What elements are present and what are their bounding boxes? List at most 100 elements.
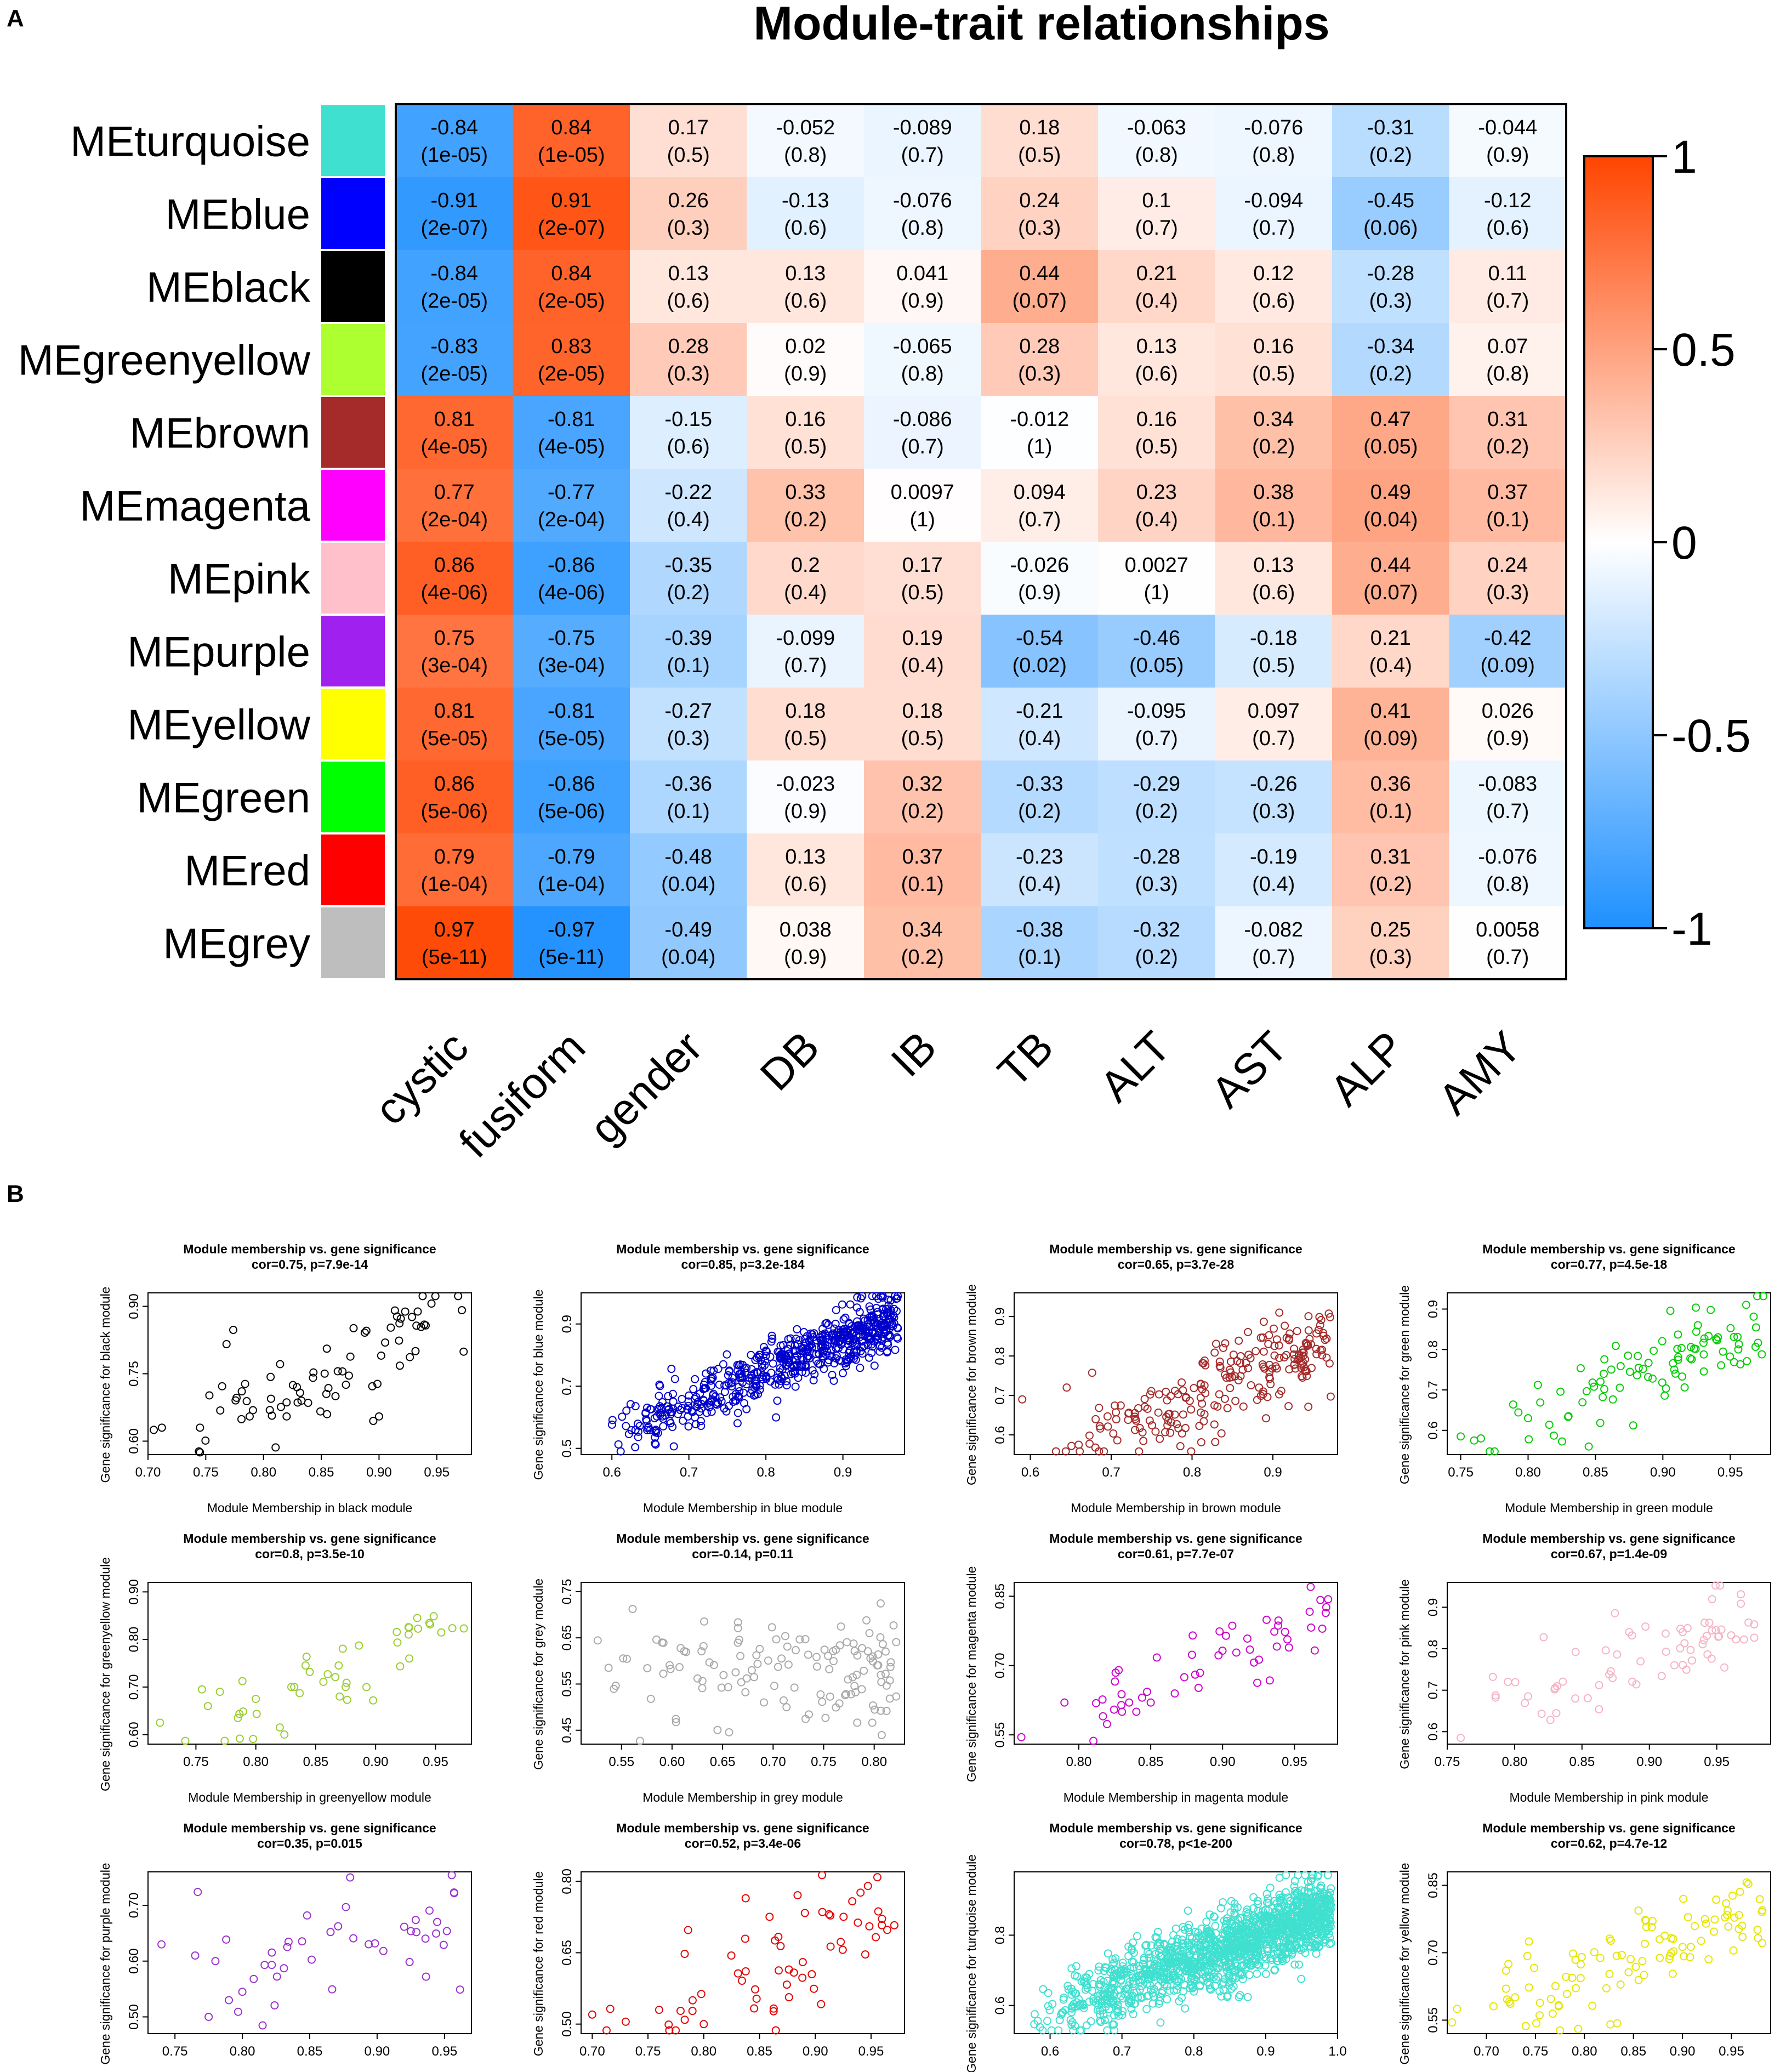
data-point bbox=[725, 1728, 733, 1736]
scatter-plot: Module membership vs. gene significancec… bbox=[964, 1242, 1338, 1515]
data-point bbox=[835, 1699, 844, 1708]
data-point bbox=[1100, 1447, 1108, 1456]
x-tick-label: 0.90 bbox=[1670, 2044, 1696, 2059]
data-point bbox=[1017, 1733, 1026, 1741]
data-point bbox=[1606, 1667, 1615, 1676]
heatmap-cell bbox=[1449, 615, 1567, 688]
data-point bbox=[1225, 1981, 1233, 1990]
cell-pvalue: (0.3) bbox=[1369, 946, 1412, 969]
data-point bbox=[1178, 1429, 1186, 1438]
data-point bbox=[1262, 1615, 1271, 1624]
x-tick-label: 0.90 bbox=[1210, 1755, 1236, 1769]
heatmap-cell bbox=[1098, 760, 1216, 834]
cell-pvalue: (0.2) bbox=[1369, 362, 1412, 385]
module-color-swatch bbox=[321, 543, 385, 614]
data-point bbox=[393, 1638, 402, 1647]
y-tick-label: 0.85 bbox=[1426, 1872, 1441, 1898]
data-point bbox=[1319, 1331, 1328, 1340]
data-point bbox=[1151, 1427, 1160, 1436]
cell-pvalue: (0.5) bbox=[1135, 435, 1178, 458]
x-tick-label: 0.80 bbox=[1515, 1465, 1541, 1480]
cell-pvalue: (0.5) bbox=[1252, 362, 1295, 385]
data-point bbox=[868, 1718, 877, 1727]
data-point bbox=[878, 1921, 886, 1929]
data-point bbox=[1262, 1917, 1271, 1926]
x-tick-label: 0.80 bbox=[251, 1465, 276, 1480]
data-point bbox=[431, 1292, 440, 1301]
data-point bbox=[1196, 1380, 1205, 1388]
data-point bbox=[752, 1994, 761, 2003]
data-point bbox=[1225, 1927, 1233, 1936]
data-point bbox=[303, 1911, 311, 1920]
y-tick-label: 0.6 bbox=[1426, 1723, 1441, 1741]
data-point bbox=[806, 1329, 815, 1338]
data-point bbox=[1091, 1415, 1100, 1423]
data-point bbox=[1270, 1324, 1278, 1333]
scatter-y-label: Gene significance for purple module bbox=[98, 1863, 112, 2064]
data-point bbox=[1134, 1404, 1142, 1412]
data-point bbox=[1509, 1400, 1517, 1409]
data-point bbox=[181, 1736, 190, 1745]
scatter-x-label: Module Membership in pink module bbox=[1509, 1790, 1708, 1804]
cell-pvalue: (5e-06) bbox=[421, 800, 488, 823]
data-point bbox=[1082, 2021, 1091, 2030]
data-point bbox=[301, 1661, 310, 1670]
heatmap-cell bbox=[864, 760, 982, 834]
data-point bbox=[1198, 1399, 1207, 1408]
data-point bbox=[1568, 1973, 1577, 1982]
data-point bbox=[776, 1376, 785, 1385]
data-point bbox=[1294, 1871, 1302, 1880]
heatmap-cell bbox=[630, 104, 748, 178]
data-point bbox=[1296, 1945, 1305, 1954]
data-point bbox=[838, 1300, 846, 1309]
cell-pvalue: (0.4) bbox=[901, 654, 944, 677]
data-point bbox=[1704, 1955, 1713, 1964]
x-tick-label: 0.85 bbox=[303, 1755, 329, 1769]
data-point bbox=[1281, 1627, 1289, 1636]
cell-pvalue: (2e-07) bbox=[421, 217, 488, 240]
data-point bbox=[752, 1377, 761, 1386]
cell-correlation: -0.84 bbox=[430, 116, 478, 139]
column-label: IB bbox=[881, 1022, 945, 1086]
data-point bbox=[1305, 1608, 1314, 1616]
data-point bbox=[1140, 1395, 1149, 1404]
heatmap-cell bbox=[513, 906, 630, 980]
data-point bbox=[1552, 1709, 1561, 1718]
data-point bbox=[1321, 1609, 1330, 1617]
data-point bbox=[817, 2000, 826, 2008]
cell-correlation: -0.49 bbox=[664, 918, 712, 941]
data-point bbox=[368, 1382, 377, 1390]
scatter-subtitle: cor=0.35, p=0.015 bbox=[257, 1836, 362, 1850]
data-point bbox=[606, 2005, 615, 2013]
data-point bbox=[1129, 1958, 1138, 1967]
panel-a-label: A bbox=[7, 5, 24, 32]
data-point bbox=[850, 1335, 858, 1344]
data-point bbox=[881, 1670, 890, 1678]
heatmap-cell bbox=[396, 250, 514, 323]
data-point bbox=[1221, 1339, 1230, 1348]
heatmap-cell bbox=[1449, 906, 1567, 980]
data-point bbox=[894, 1334, 902, 1343]
data-point bbox=[396, 1662, 405, 1671]
data-point bbox=[659, 1670, 668, 1678]
data-point bbox=[1187, 1405, 1196, 1414]
data-point bbox=[1230, 1899, 1239, 1908]
data-point bbox=[1641, 1939, 1650, 1948]
data-point bbox=[839, 1315, 848, 1324]
data-point bbox=[1751, 1323, 1760, 1332]
data-point bbox=[720, 1381, 729, 1390]
data-point bbox=[688, 1996, 697, 2005]
data-point bbox=[405, 1654, 414, 1663]
data-point bbox=[304, 1399, 312, 1407]
x-tick-label: 0.80 bbox=[861, 1755, 887, 1769]
data-point bbox=[659, 1638, 668, 1647]
cell-correlation: -0.063 bbox=[1127, 116, 1186, 139]
data-point bbox=[1174, 1390, 1182, 1399]
data-point bbox=[1128, 1973, 1137, 1982]
data-point bbox=[870, 1361, 879, 1370]
data-point bbox=[769, 2007, 778, 2016]
data-point bbox=[1070, 2000, 1078, 2008]
data-point bbox=[1146, 1390, 1154, 1399]
data-point bbox=[1239, 1923, 1248, 1932]
x-tick-label: 0.95 bbox=[858, 2044, 884, 2059]
